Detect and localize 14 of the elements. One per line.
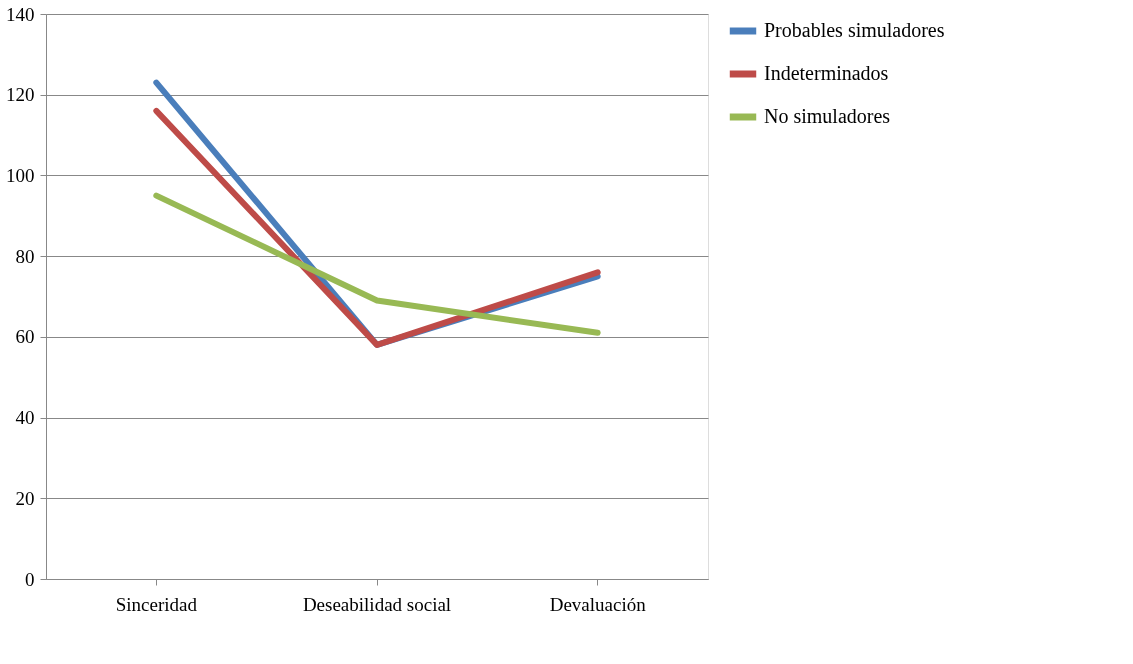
y-tick-label: 60 xyxy=(15,326,35,348)
y-tick-label: 80 xyxy=(15,245,35,267)
x-tick-label: Devaluación xyxy=(549,593,647,615)
legend-label: Indeterminados xyxy=(764,62,889,84)
x-tick-label: Sinceridad xyxy=(115,593,198,615)
y-tick-label: 20 xyxy=(15,487,35,509)
legend-label: No simuladores xyxy=(764,105,891,127)
y-tick-label: 140 xyxy=(6,3,35,25)
x-tick-label: Deseabilidad social xyxy=(302,593,452,615)
y-tick-label: 40 xyxy=(15,407,35,429)
y-tick-label: 0 xyxy=(25,568,35,590)
y-tick-label: 120 xyxy=(6,84,35,106)
y-tick-label: 100 xyxy=(6,164,35,186)
legend-label: Probables simuladores xyxy=(764,19,945,41)
